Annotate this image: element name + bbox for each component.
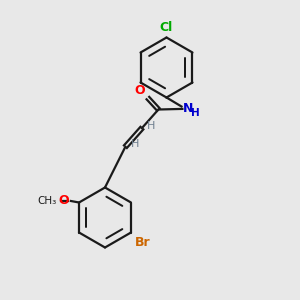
Text: N: N: [183, 102, 194, 116]
Text: Br: Br: [135, 236, 150, 248]
Text: H: H: [131, 139, 139, 149]
Text: CH₃: CH₃: [38, 196, 57, 206]
Text: H: H: [190, 107, 199, 118]
Text: Cl: Cl: [160, 21, 173, 34]
Text: H: H: [147, 121, 156, 131]
Text: O: O: [134, 84, 145, 97]
Text: O: O: [59, 194, 69, 208]
